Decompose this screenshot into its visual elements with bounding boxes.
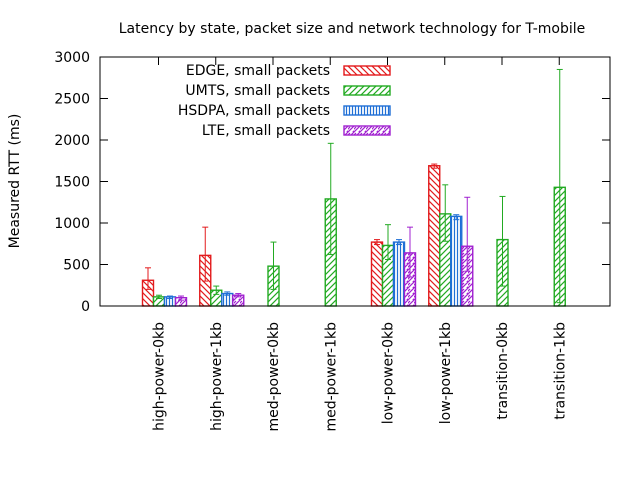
bar	[428, 165, 441, 307]
x-tick-label: transition-1kb	[552, 322, 568, 420]
x-tick-label: high-power-0kb	[152, 322, 168, 431]
y-tick-label: 0	[81, 299, 90, 315]
x-tick-label: med-power-1kb	[323, 322, 339, 432]
y-tick-label: 3000	[54, 50, 90, 66]
x-tick-label: high-power-1kb	[209, 322, 225, 431]
legend-label: HSDPA, small packets	[178, 103, 330, 119]
x-tick-label: med-power-0kb	[266, 322, 282, 432]
y-tick-label: 2500	[54, 92, 90, 108]
error-bar-group	[145, 68, 563, 304]
bar	[370, 241, 384, 307]
bar	[450, 215, 463, 307]
y-tick-label: 2000	[54, 133, 90, 149]
bar-group	[141, 165, 566, 307]
legend-swatch	[343, 125, 391, 136]
legend-label: LTE, small packets	[202, 123, 330, 139]
chart-title: Latency by state, packet size and networ…	[119, 21, 585, 37]
x-tick-label: low-power-0kb	[381, 322, 397, 424]
legend-swatch	[343, 65, 391, 76]
legend: EDGE, small packets UMTS, small packets HS…	[178, 63, 391, 139]
plot-frame	[99, 56, 611, 307]
legend-label: UMTS, small packets	[185, 83, 330, 99]
y-tick-label: 1500	[54, 175, 90, 191]
y-axis-ticks: 0 500 1000 1500 2000 2500 3000	[54, 50, 610, 315]
y-axis-label: Measured RTT (ms)	[7, 114, 23, 249]
x-tick-label: transition-0kb	[495, 322, 511, 420]
x-axis-ticks: high-power-0kb high-power-1kb med-power-0k…	[152, 57, 568, 432]
legend-swatch	[343, 85, 391, 96]
legend-label: EDGE, small packets	[186, 63, 330, 79]
y-tick-label: 1000	[54, 216, 90, 232]
y-tick-label: 500	[63, 258, 90, 274]
x-tick-label: low-power-1kb	[438, 322, 454, 424]
bar	[392, 241, 406, 307]
legend-swatch	[343, 105, 391, 116]
